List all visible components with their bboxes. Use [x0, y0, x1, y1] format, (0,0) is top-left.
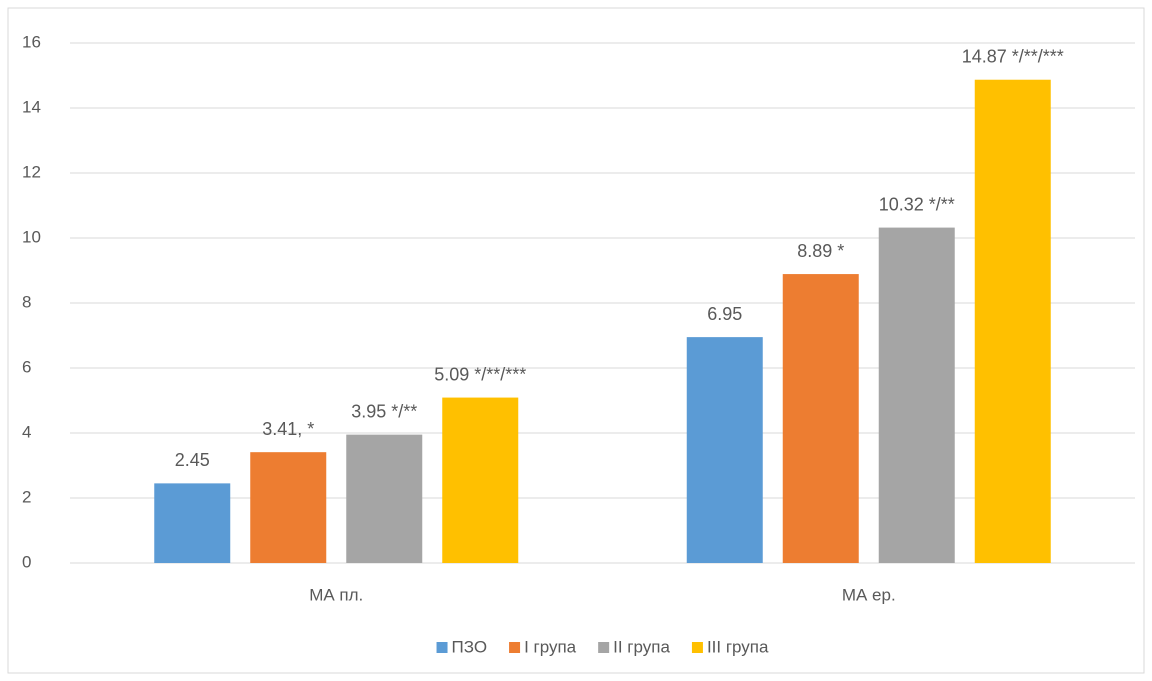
legend-swatch	[509, 642, 521, 653]
bar	[782, 274, 859, 563]
bar	[442, 397, 519, 563]
bar	[250, 452, 327, 563]
legend-swatch	[598, 642, 610, 653]
y-tick-label: 8	[22, 292, 31, 311]
data-label: 6.95	[707, 304, 742, 324]
legend-label: ІІ група	[613, 637, 670, 656]
y-tick-label: 14	[22, 97, 41, 116]
y-tick-label: 6	[22, 357, 31, 376]
legend-label: ПЗО	[452, 637, 488, 656]
x-tick-label: МА пл.	[309, 585, 363, 604]
bar	[686, 337, 763, 563]
legend-label: ІІІ група	[707, 637, 769, 656]
legend-swatch	[436, 642, 448, 653]
y-tick-label: 16	[22, 32, 41, 51]
data-label: 3.95 */**	[351, 401, 417, 421]
data-label: 5.09 */**/***	[434, 364, 526, 384]
legend-swatch	[691, 642, 703, 653]
y-tick-label: 4	[22, 422, 31, 441]
data-label: 10.32 */**	[879, 194, 955, 214]
data-label: 8.89 *	[797, 241, 844, 261]
bar	[154, 483, 231, 563]
bar	[346, 434, 423, 563]
legend-label: І група	[524, 637, 577, 656]
data-label: 2.45	[175, 450, 210, 470]
data-label: 3.41, *	[262, 419, 314, 439]
bar	[974, 79, 1051, 563]
y-tick-label: 2	[22, 487, 31, 506]
x-tick-label: МА ер.	[842, 585, 896, 604]
data-label: 14.87 */**/***	[962, 46, 1064, 66]
y-tick-label: 12	[22, 162, 41, 181]
y-tick-label: 0	[22, 552, 31, 571]
y-tick-label: 10	[22, 227, 41, 246]
bar	[878, 227, 955, 563]
